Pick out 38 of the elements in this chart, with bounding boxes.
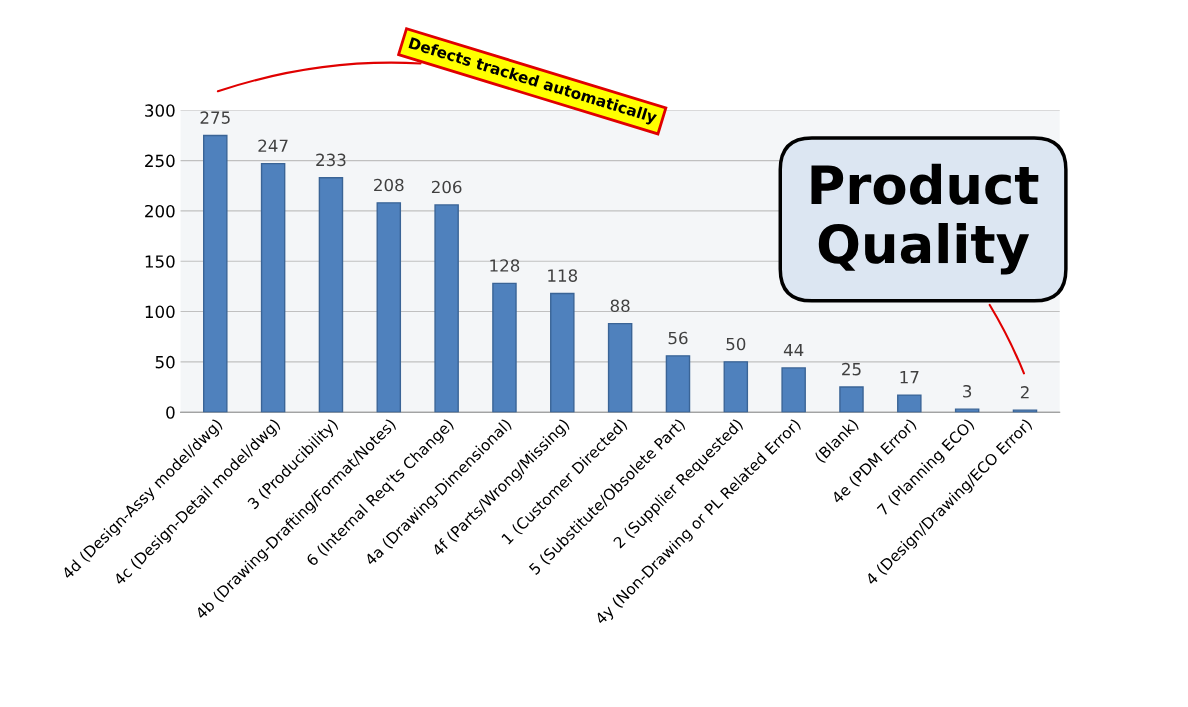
bar	[954, 408, 980, 413]
bar	[376, 202, 402, 413]
y-tick-label: 200	[145, 204, 175, 218]
data-label: 128	[490, 259, 520, 272]
y-tick-label: 50	[155, 355, 175, 369]
data-label: 25	[842, 362, 861, 376]
y-tick-label: 150	[145, 255, 175, 268]
bar	[723, 361, 749, 413]
bar	[260, 162, 286, 413]
data-label: 2	[1020, 386, 1029, 399]
y-tick-label: 0	[166, 406, 175, 419]
data-label: 88	[610, 299, 630, 313]
data-label: 3	[963, 384, 972, 398]
bar	[492, 282, 517, 413]
bar	[665, 355, 691, 413]
bar	[607, 322, 633, 413]
bar	[318, 177, 344, 413]
annotation: Product Quality	[811, 163, 1039, 275]
data-label: 233	[316, 153, 346, 167]
data-label: 56	[668, 331, 688, 345]
bar	[781, 367, 806, 413]
data-label: 208	[374, 178, 404, 192]
data-label: 44	[783, 343, 804, 357]
bar	[897, 394, 922, 413]
data-label: 17	[900, 371, 919, 384]
data-label: 50	[726, 337, 746, 351]
data-label: 275	[200, 111, 230, 124]
data-label: 206	[431, 180, 462, 194]
bar	[203, 134, 228, 413]
bar	[550, 292, 575, 413]
y-tick-label: 250	[145, 154, 175, 168]
y-tick-label: 300	[145, 104, 175, 117]
bar	[434, 204, 459, 413]
bar	[839, 386, 864, 413]
data-label: 247	[258, 139, 288, 152]
data-label: 118	[548, 269, 578, 282]
bar	[1012, 409, 1038, 413]
y-tick-label: 100	[145, 305, 175, 319]
